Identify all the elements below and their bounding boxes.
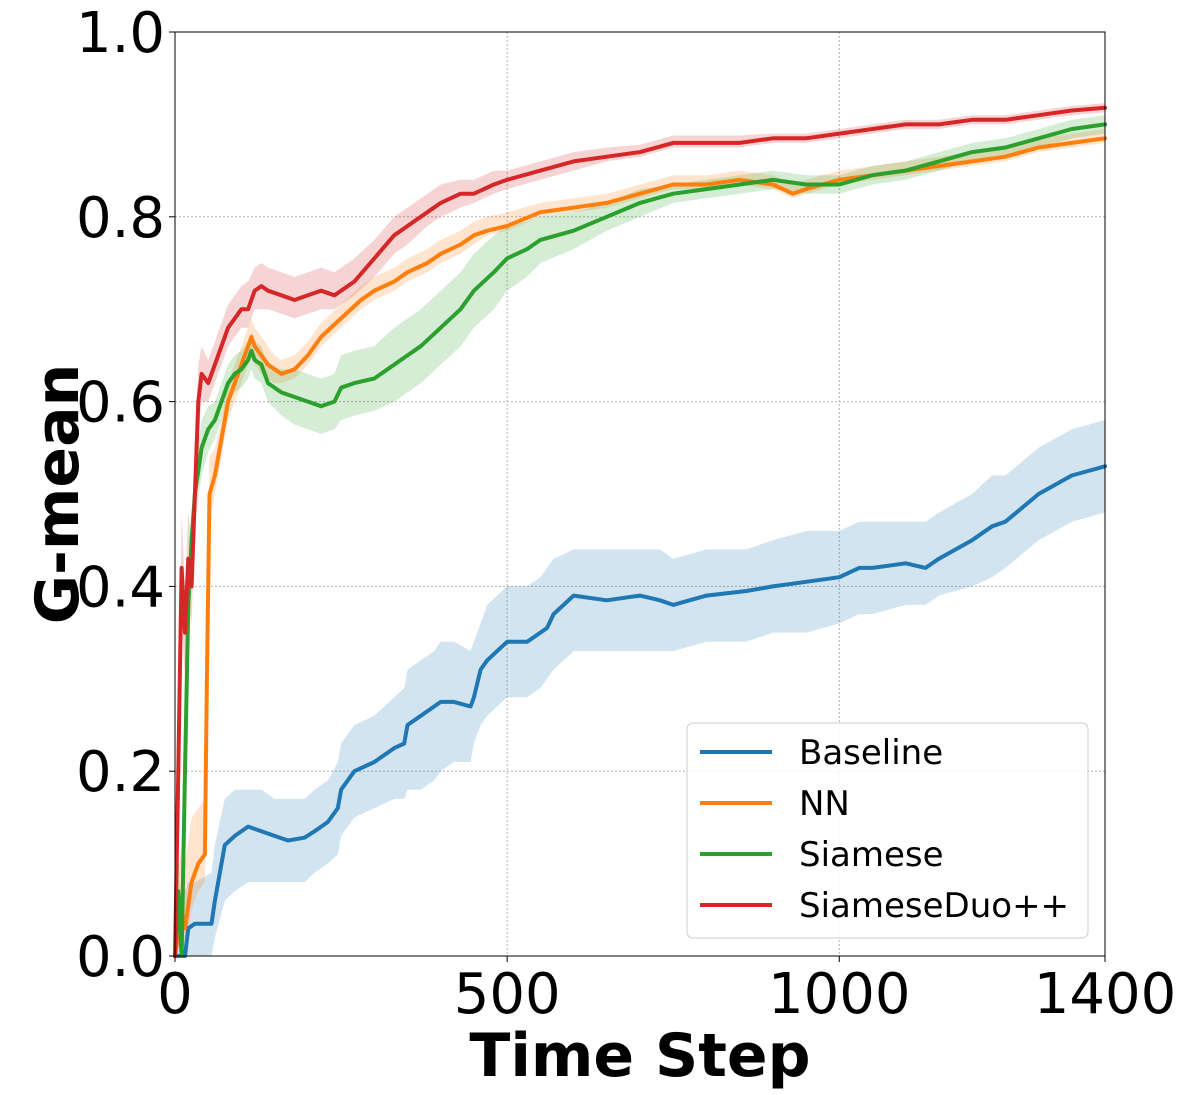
x-tick-label: 500 (454, 962, 561, 1027)
legend-label: Baseline (799, 733, 943, 773)
y-tick-label: 0.8 (76, 186, 165, 251)
legend-label: Siamese (799, 835, 944, 875)
siamese-confidence-band (175, 115, 1105, 956)
x-tick-label: 0 (157, 962, 193, 1027)
y-tick-label: 1.0 (76, 1, 165, 66)
baseline-line (173, 464, 1107, 958)
legend-label: SiameseDuo++ (799, 886, 1069, 926)
x-axis-ticks: 0 500 1000 1400 (157, 956, 1176, 1027)
y-axis-label: G-mean (23, 364, 93, 625)
legend-box (686, 722, 1089, 939)
y-tick-label: 0.2 (76, 740, 165, 805)
series-lines (173, 105, 1107, 958)
x-tick-label: 1000 (768, 962, 911, 1027)
siameseduo-line (173, 105, 1107, 958)
plot-frame (174, 31, 1106, 957)
y-tick-label: 0.4 (76, 555, 165, 620)
y-tick-label: 0.0 (76, 925, 165, 990)
siamese-line (173, 122, 1107, 958)
legend-label: NN (799, 784, 850, 824)
y-tick-label: 0.6 (76, 371, 165, 436)
baseline-confidence-band (175, 420, 1105, 957)
y-axis-ticks: 0.0 0.2 0.4 0.6 0.8 1.0 (76, 1, 175, 990)
confidence-bands (175, 103, 1105, 957)
x-axis-label: Time Step (469, 1021, 810, 1091)
legend: Baseline NN Siamese SiameseDuo++ (686, 722, 1089, 939)
x-tick-label: 1400 (1034, 962, 1177, 1027)
